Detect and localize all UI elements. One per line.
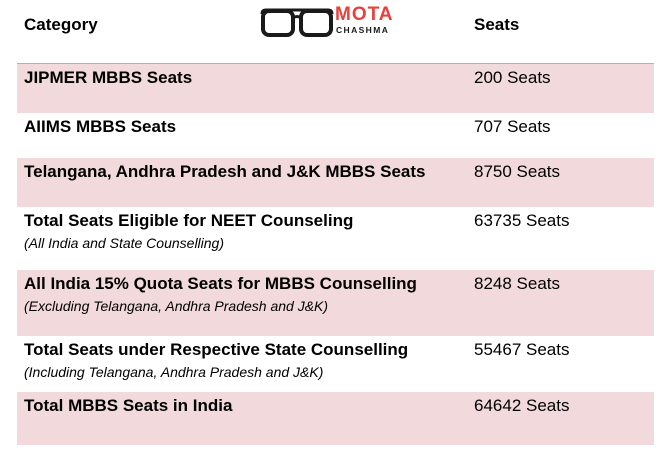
row-note: (Excluding Telangana, Andhra Pradesh and… bbox=[24, 298, 329, 314]
row-category: Telangana, Andhra Pradesh and J&K MBBS S… bbox=[24, 162, 426, 181]
row-category: All India 15% Quota Seats for MBBS Couns… bbox=[24, 274, 417, 293]
row-category: Total MBBS Seats in India bbox=[24, 396, 233, 415]
table-row: Total MBBS Seats in India 64642 Seats bbox=[17, 392, 654, 445]
table-row: Telangana, Andhra Pradesh and J&K MBBS S… bbox=[17, 158, 654, 207]
table-row: JIPMER MBBS Seats 200 Seats bbox=[17, 64, 654, 113]
row-seats: 8248 Seats bbox=[474, 274, 561, 293]
table-row: AIIMS MBBS Seats 707 Seats bbox=[17, 113, 654, 158]
row-category: JIPMER MBBS Seats bbox=[24, 68, 193, 87]
row-category: Total Seats under Respective State Couns… bbox=[24, 340, 409, 359]
table-header: Category MOTA CHASHMA Seats bbox=[17, 0, 654, 64]
table-row: Total Seats under Respective State Couns… bbox=[17, 336, 654, 392]
row-seats: 63735 Seats bbox=[474, 211, 570, 230]
row-seats: 64642 Seats bbox=[474, 396, 570, 415]
logo-mota-text: MOTA bbox=[335, 4, 394, 25]
row-seats: 55467 Seats bbox=[474, 340, 570, 359]
table-row: All India 15% Quota Seats for MBBS Couns… bbox=[17, 270, 654, 336]
row-seats: 200 Seats bbox=[474, 68, 551, 87]
seats-table: Category MOTA CHASHMA Seats JIPMER MBBS … bbox=[17, 0, 654, 445]
row-seats: 8750 Seats bbox=[474, 162, 561, 181]
header-category: Category bbox=[24, 15, 98, 34]
logo-chashma-text: CHASHMA bbox=[336, 25, 390, 35]
glasses-icon bbox=[260, 8, 334, 37]
table-row: Total Seats Eligible for NEET Counseling… bbox=[17, 207, 654, 270]
row-category: Total Seats Eligible for NEET Counseling bbox=[24, 211, 354, 230]
header-seats: Seats bbox=[474, 15, 520, 34]
row-seats: 707 Seats bbox=[474, 117, 551, 136]
row-note: (All India and State Counselling) bbox=[24, 235, 225, 251]
mota-chashma-logo: MOTA CHASHMA bbox=[260, 4, 410, 40]
row-category: AIIMS MBBS Seats bbox=[24, 117, 177, 136]
row-note: (Including Telangana, Andhra Pradesh and… bbox=[24, 364, 324, 380]
